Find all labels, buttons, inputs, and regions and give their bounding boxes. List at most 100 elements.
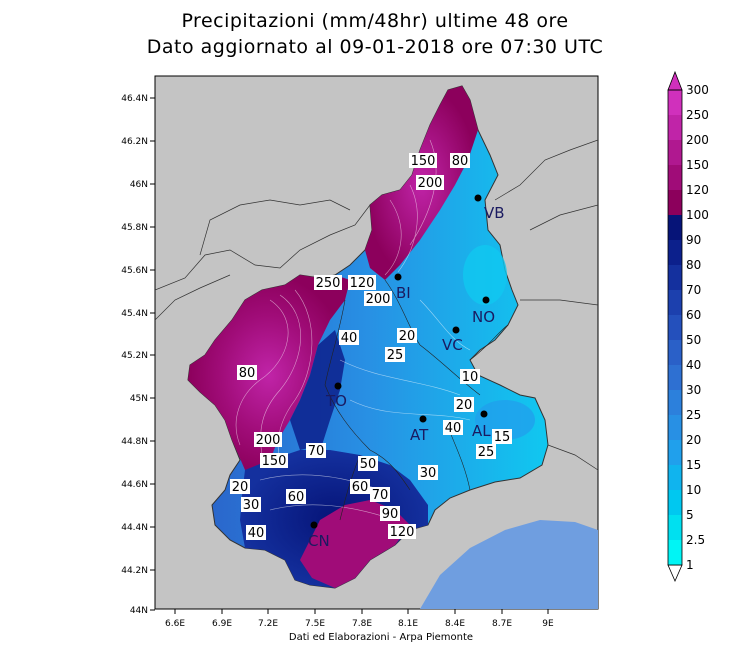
city-marker: CN	[308, 521, 330, 550]
legend-label: 120	[686, 183, 709, 197]
y-tick-label: 44.8N	[121, 437, 148, 447]
svg-text:200: 200	[418, 176, 443, 191]
province-borders	[324, 279, 509, 521]
svg-text:20: 20	[399, 329, 416, 344]
svg-text:50: 50	[360, 457, 377, 472]
svg-text:CN: CN	[308, 532, 330, 550]
y-tick-label: 44N	[130, 606, 148, 616]
contour-value-label: 120	[348, 275, 376, 291]
contour-value-label: 80	[237, 365, 257, 381]
credit-text: Dati ed Elaborazioni - Arpa Piemonte	[288, 632, 474, 643]
svg-text:40: 40	[445, 421, 462, 436]
svg-text:80: 80	[239, 366, 256, 381]
legend-label: 150	[686, 158, 709, 172]
legend-label: 5	[686, 508, 694, 522]
legend-color-swatch	[668, 465, 682, 490]
svg-text:20: 20	[456, 398, 473, 413]
svg-text:70: 70	[372, 488, 389, 503]
contour-value-label: 120	[388, 524, 416, 540]
y-tick-label: 46.4N	[121, 94, 148, 104]
svg-text:200: 200	[256, 433, 281, 448]
legend-label: 10	[686, 483, 701, 497]
city-marker: VB	[474, 194, 505, 222]
contour-value-label: 30	[241, 497, 261, 513]
contour-value-label: 200	[254, 432, 282, 448]
contour-value-label: 70	[306, 443, 326, 459]
svg-text:80: 80	[452, 154, 469, 169]
contour-value-label: 40	[339, 330, 359, 346]
contour-value-label: 150	[409, 153, 437, 169]
x-tick-label: 6.6E	[165, 619, 185, 629]
y-tick-label: 45N	[130, 394, 148, 404]
legend-label: 30	[686, 383, 701, 397]
y-tick-label: 46.2N	[121, 137, 148, 147]
legend-color-swatch	[668, 415, 682, 440]
contour-value-label: 20	[454, 397, 474, 413]
west-heavy-zone	[188, 275, 350, 475]
contour-value-label: 200	[364, 291, 392, 307]
city-marker: NO	[472, 296, 495, 326]
legend-label: 80	[686, 258, 701, 272]
contour-value-label: 250	[314, 275, 342, 291]
neighbour-borders	[155, 139, 598, 471]
city-marker: TO	[325, 382, 347, 410]
svg-text:70: 70	[308, 444, 325, 459]
legend-color-swatch	[668, 490, 682, 515]
legend-color-swatch	[668, 90, 682, 115]
y-tick-label: 45.2N	[121, 351, 148, 361]
legend-color-swatch	[668, 290, 682, 315]
legend-color-swatch	[668, 390, 682, 415]
contour-value-label: 50	[358, 456, 378, 472]
legend-label: 25	[686, 408, 701, 422]
legend-color-swatch	[668, 190, 682, 215]
svg-text:60: 60	[288, 490, 305, 505]
x-tick-label: 7.5E	[305, 619, 325, 629]
svg-text:AL: AL	[472, 422, 491, 440]
legend-color-swatch	[668, 265, 682, 290]
contour-value-label: 40	[443, 420, 463, 436]
x-tick-label: 8.1E	[398, 619, 418, 629]
y-tick-label: 44.4N	[121, 523, 148, 533]
svg-text:10: 10	[462, 370, 479, 385]
legend-label: 300	[686, 83, 709, 97]
contour-value-label: 60	[286, 489, 306, 505]
svg-text:40: 40	[341, 331, 358, 346]
svg-text:25: 25	[478, 445, 495, 460]
city-marker: VC	[442, 326, 463, 354]
svg-text:BI: BI	[396, 284, 411, 302]
city-marker: AL	[472, 410, 491, 440]
legend-arrow-bottom	[667, 564, 683, 582]
contour-value-label: 10	[460, 369, 480, 385]
svg-text:200: 200	[366, 292, 391, 307]
svg-text:120: 120	[390, 525, 415, 540]
svg-text:30: 30	[420, 466, 437, 481]
contour-value-label: 25	[476, 444, 496, 460]
legend-color-swatch	[668, 515, 682, 540]
legend-frame	[667, 89, 683, 566]
svg-text:AT: AT	[410, 426, 429, 444]
map-title-line2: Dato aggiornato al 09-01-2018 ore 07:30 …	[146, 36, 604, 58]
legend-arrow-top	[667, 70, 683, 91]
legend-label: 15	[686, 458, 701, 472]
city-marker: AT	[410, 415, 429, 444]
svg-text:150: 150	[411, 154, 436, 169]
contour-value-label: 150	[260, 453, 288, 469]
legend-color-swatch	[668, 340, 682, 365]
y-tick-label: 45.4N	[121, 309, 148, 319]
contour-value-label: 90	[380, 506, 400, 522]
svg-text:250: 250	[316, 276, 341, 291]
legend-label: 2.5	[686, 533, 705, 547]
legend-label: 70	[686, 283, 701, 297]
svg-text:VC: VC	[442, 336, 463, 354]
contour-value-label: 30	[418, 465, 438, 481]
legend-color-swatch	[668, 540, 682, 565]
alessandria-light-zone	[475, 400, 535, 440]
city-marker: BI	[394, 273, 411, 302]
y-tick-label: 44.6N	[121, 480, 148, 490]
legend-color-swatch	[668, 140, 682, 165]
sea-area	[420, 520, 598, 609]
svg-text:120: 120	[350, 276, 375, 291]
contour-value-label: 70	[370, 487, 390, 503]
east-light-zone	[463, 245, 507, 305]
